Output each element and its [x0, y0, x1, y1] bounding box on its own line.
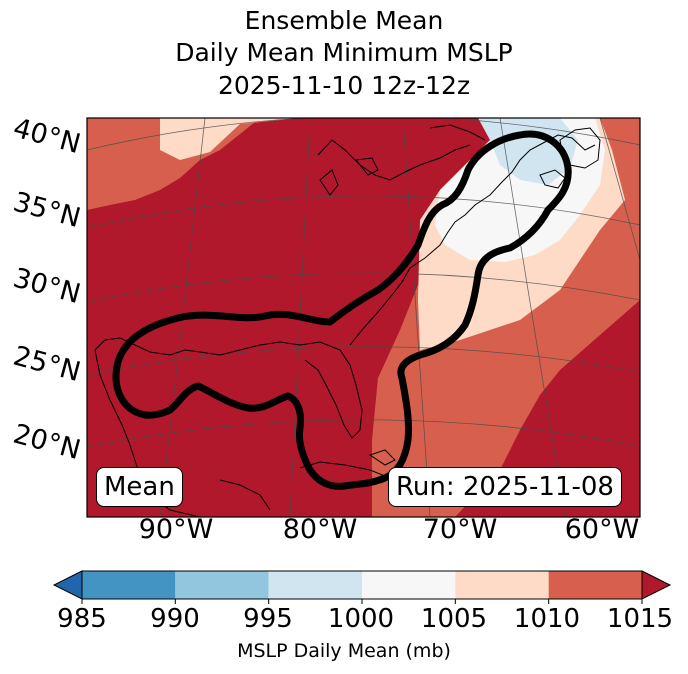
field-north-1000-1005 — [160, 118, 300, 160]
colorbar-tick: 995 — [243, 604, 293, 634]
mean-badge: Mean — [96, 467, 183, 507]
field-north-1005-1010 — [87, 118, 640, 210]
colorbar-tick: 1010 — [513, 604, 581, 634]
lon-label-80w: 80°W — [282, 514, 358, 545]
colorbar-segment — [362, 571, 456, 599]
colorbar-segment — [175, 571, 269, 599]
title-line-1: Ensemble Mean — [244, 6, 444, 35]
colorbar-segment — [548, 571, 642, 599]
colorbar-tick: 1005 — [420, 604, 488, 634]
colorbar-tick: 1000 — [327, 604, 395, 634]
run-date-badge: Run: 2025-11-08 — [388, 467, 622, 507]
lon-label-90w: 90°W — [138, 514, 214, 545]
colorbar-segment — [82, 571, 176, 599]
title-line-2: Daily Mean Minimum MSLP — [175, 38, 513, 67]
mslp-contour — [112, 130, 572, 490]
map-frame — [86, 117, 641, 518]
colorbar-segment — [268, 571, 362, 599]
colorbar-under-arrow — [52, 570, 83, 600]
lon-label-60w: 60°W — [564, 514, 640, 545]
colorbar-tick: 990 — [150, 604, 200, 634]
lon-label-70w: 70°W — [422, 514, 498, 545]
colorbar-segment — [455, 571, 549, 599]
colorbar-label: MSLP Daily Mean (mb) — [237, 640, 451, 662]
colorbar-over-arrow — [641, 570, 672, 600]
colorbar — [52, 570, 672, 604]
colorbar-tick: 1015 — [606, 604, 674, 634]
title-line-3: 2025-11-10 12z-12z — [217, 71, 471, 100]
colorbar-tick: 985 — [57, 604, 107, 634]
